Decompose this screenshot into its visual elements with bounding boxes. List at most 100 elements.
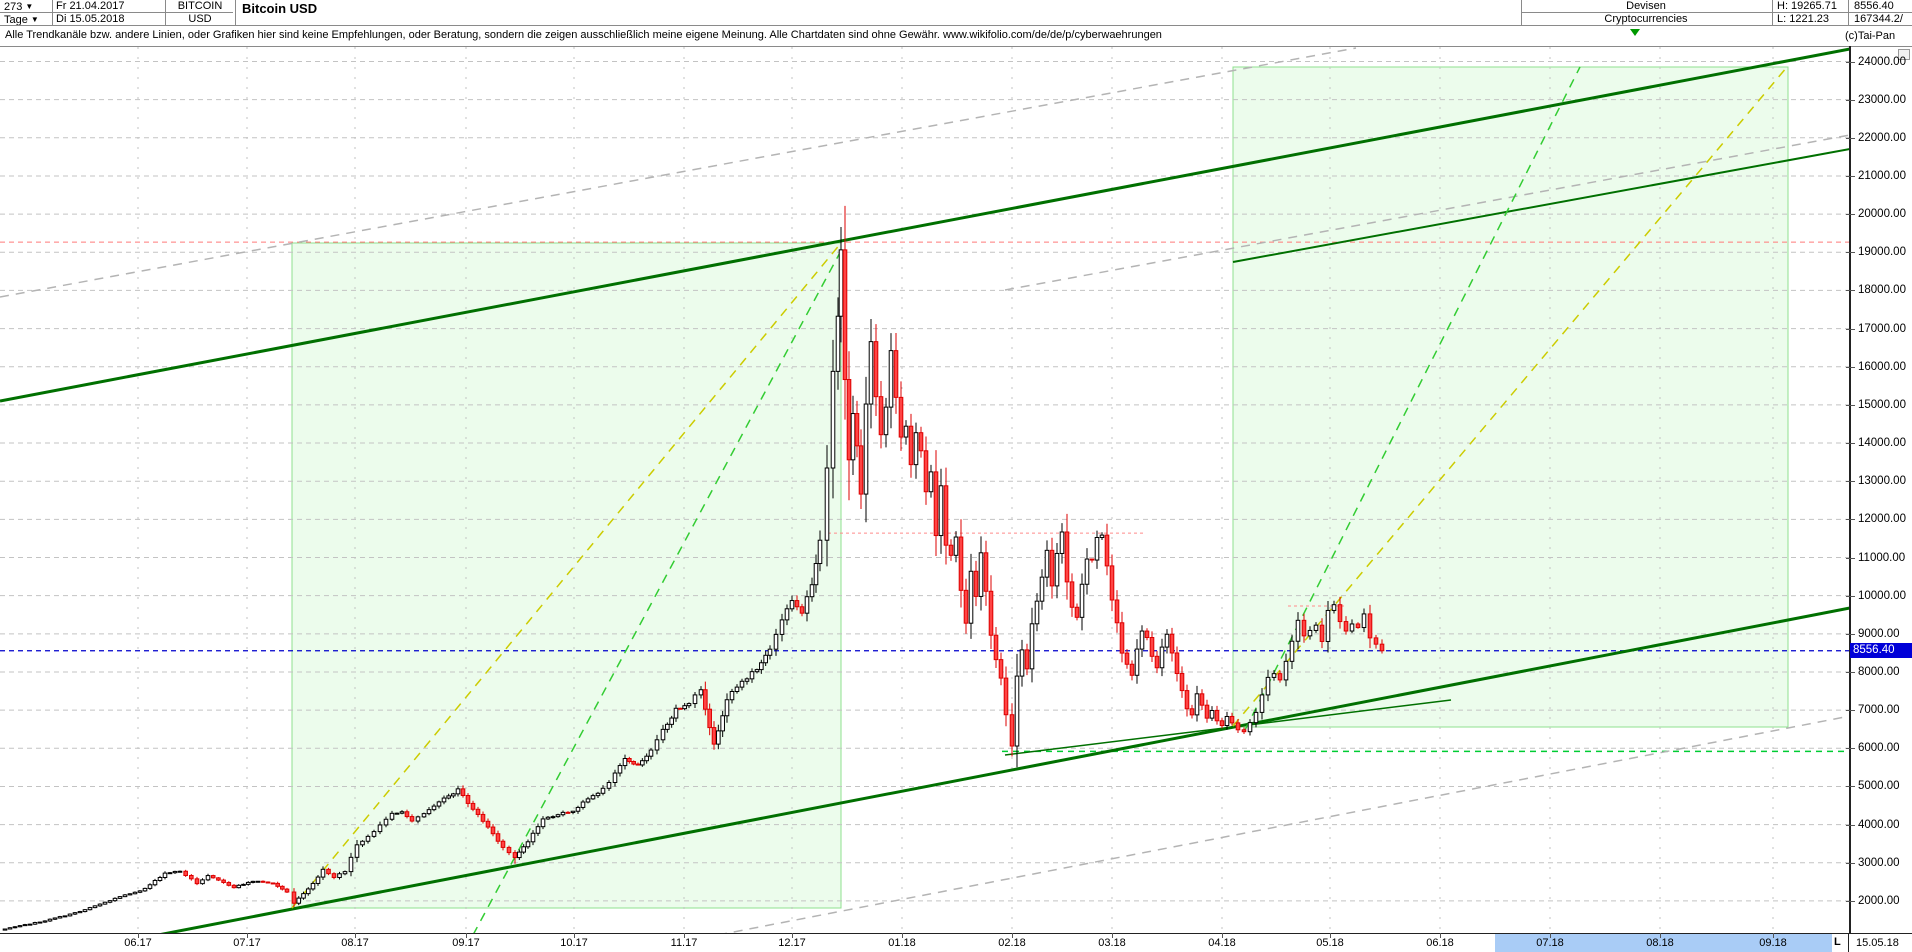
candle-body (923, 450, 929, 493)
candle-body (189, 874, 194, 880)
candle-body (1139, 630, 1145, 650)
upper-channel-line (0, 47, 1850, 403)
candle-body (1373, 637, 1379, 645)
candle-body (37, 921, 43, 924)
axis-tick (1846, 671, 1855, 673)
copyright-label: (c)Tai-Pan (1845, 30, 1896, 42)
candle-body (455, 788, 461, 795)
candle-body (241, 883, 246, 886)
candle-body (415, 816, 421, 822)
price-axis-label: 9000.00 (1858, 627, 1900, 640)
candle-body (570, 810, 576, 813)
candle-body (1343, 621, 1349, 632)
bars-count-select[interactable]: 273 ▼ (4, 1, 34, 13)
candle-body (265, 881, 271, 884)
date-to[interactable]: Di 15.05.2018 (56, 13, 125, 25)
candle-body (1241, 729, 1247, 733)
candle-body (17, 925, 23, 928)
candle-body (943, 485, 949, 546)
candle-body (495, 833, 501, 842)
candle-body (42, 920, 48, 923)
candle-body (883, 406, 889, 436)
candle-body (404, 811, 410, 818)
chevron-down-icon: ▼ (25, 2, 34, 11)
candle-body (389, 812, 395, 820)
candle-body (122, 894, 128, 898)
scale-mode-button[interactable]: L (1834, 936, 1841, 948)
axis-tick (1846, 557, 1855, 559)
candle-body (789, 600, 795, 610)
candle-body (711, 727, 717, 745)
candle-body (888, 350, 894, 408)
axis-tick (1660, 933, 1661, 938)
candle-body (804, 596, 810, 614)
axis-tick (574, 933, 575, 938)
candle-body (1159, 646, 1165, 669)
candle-body (720, 715, 725, 732)
gray-channel-upper (0, 47, 1357, 298)
candle-body (767, 648, 773, 656)
candle-body (1164, 633, 1170, 648)
candle-body (1094, 537, 1100, 561)
candle-body (724, 699, 730, 717)
candle-body (475, 808, 481, 815)
minimize-icon[interactable] (1898, 49, 1910, 60)
date-from[interactable]: Fr 21.04.2017 (56, 0, 125, 12)
candle-body (451, 793, 456, 797)
candle-body (640, 760, 645, 766)
candle-body (749, 671, 755, 680)
time-axis-label: 11.17 (670, 937, 698, 949)
candle-body (555, 814, 561, 818)
candle-body (87, 907, 93, 911)
axis-tick (1846, 328, 1855, 330)
timeframe-select[interactable]: Tage ▼ (4, 14, 39, 26)
candle-body (465, 794, 471, 804)
scroll-marker-icon[interactable] (1630, 29, 1640, 36)
candle-body (779, 619, 785, 635)
time-axis-label: 12.17 (778, 937, 806, 949)
chart-canvas[interactable] (0, 46, 1850, 933)
candle-body (1079, 583, 1085, 618)
candle-body (1301, 619, 1307, 637)
axis-tick (1846, 366, 1855, 368)
candle-body (383, 818, 389, 826)
candle-body (918, 432, 924, 452)
candle-body (399, 811, 405, 814)
candle-body (850, 413, 856, 461)
time-axis-label: 03.18 (1098, 937, 1126, 949)
candle-body (1253, 711, 1259, 724)
time-axis-label: 06.17 (124, 937, 152, 949)
candle-body (102, 901, 108, 905)
candle-body (617, 765, 623, 774)
candle-body (371, 831, 377, 837)
axis-tick (1550, 933, 1551, 938)
candle-body (1307, 629, 1313, 637)
candle-body (157, 876, 163, 881)
axis-tick (1846, 862, 1855, 864)
candle-body (1044, 549, 1050, 578)
candle-body (1089, 558, 1095, 561)
chevron-down-icon: ▼ (30, 15, 39, 24)
candle-body (305, 888, 311, 895)
disclaimer-bar: Alle Trendkanäle bzw. andere Linien, ode… (0, 26, 1912, 47)
axis-tick (1846, 404, 1855, 406)
candle-body (342, 871, 348, 875)
candle-body (326, 868, 331, 875)
candle-body (1199, 693, 1205, 706)
candle-body (183, 870, 188, 876)
axis-tick (1222, 933, 1223, 938)
candle-body (132, 891, 138, 895)
candle-body (644, 755, 649, 762)
candle-body (1271, 673, 1277, 678)
axis-tick (1846, 519, 1855, 521)
axis-separator (1849, 46, 1851, 934)
candle-body (993, 634, 999, 661)
candle-body (878, 396, 884, 436)
time-axis-label: 09.18 (1759, 937, 1787, 949)
divider (52, 0, 53, 26)
price-axis-label: 7000.00 (1858, 704, 1900, 717)
time-axis-label: 08.18 (1646, 937, 1674, 949)
candle-body (348, 856, 354, 873)
divider (0, 12, 233, 13)
candle-body (460, 788, 466, 796)
